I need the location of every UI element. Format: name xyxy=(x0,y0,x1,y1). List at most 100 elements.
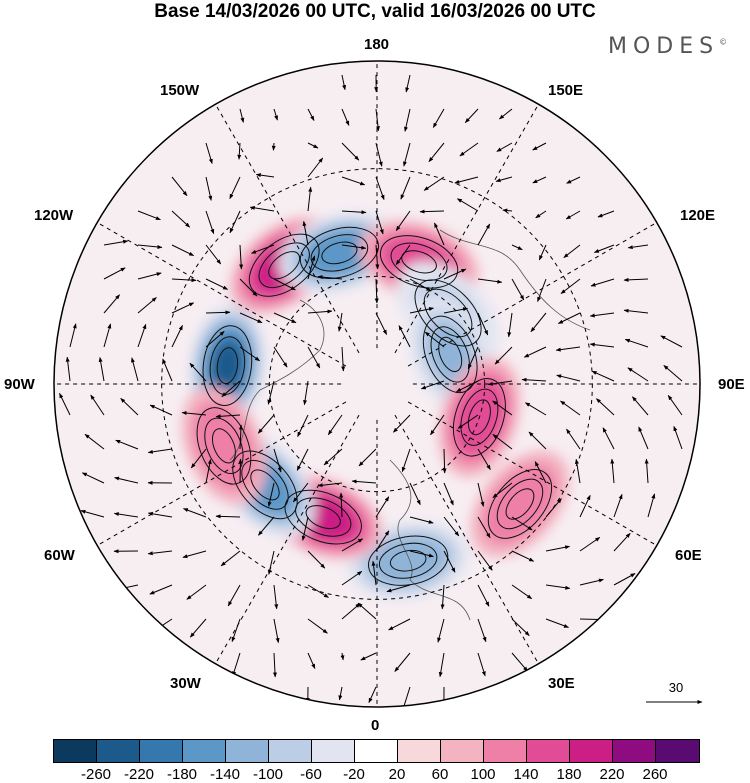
wind-arrow xyxy=(103,239,129,246)
lon-label-60e: 60E xyxy=(675,547,702,564)
wind-arrow xyxy=(238,424,243,450)
contour-line xyxy=(430,326,470,383)
wind-arrow xyxy=(502,208,513,213)
wind-arrow xyxy=(511,618,530,636)
wind-arrow xyxy=(317,275,343,280)
wind-arrow xyxy=(205,176,213,201)
colorbar-swatch xyxy=(269,740,312,762)
colorbar-tick-label: 260 xyxy=(642,766,668,783)
wind-arrow xyxy=(424,331,445,348)
wind-arrow xyxy=(375,530,390,552)
wind-arrow xyxy=(340,652,345,661)
wind-arrow xyxy=(565,210,581,220)
wind-arrow xyxy=(556,374,581,382)
wind-arrow xyxy=(341,74,347,91)
contour-line xyxy=(310,234,369,272)
wind-arrow xyxy=(239,108,245,123)
colorbar-tick-label: 60 xyxy=(431,766,449,783)
wind-arrow xyxy=(511,516,533,531)
wind-arrow xyxy=(258,516,275,536)
wind-arrow xyxy=(423,176,445,191)
wind-arrow xyxy=(147,448,173,454)
copyright-mark: © xyxy=(719,37,728,47)
wind-arrow xyxy=(303,380,309,406)
modes-logo: MODES© xyxy=(608,34,727,59)
wind-arrow xyxy=(440,584,445,610)
wind-arrow xyxy=(532,142,547,151)
wind-arrow xyxy=(438,652,445,678)
wind-arrow xyxy=(456,198,479,212)
wind-arrow xyxy=(464,108,479,123)
wind-arrow xyxy=(301,516,309,541)
colorbar-tick-label: -260 xyxy=(80,766,112,783)
lon-label-30e: 30E xyxy=(548,675,575,692)
wind-arrow xyxy=(442,448,447,474)
wind-arrow xyxy=(171,210,191,228)
contour-line xyxy=(232,450,298,520)
wind-arrow xyxy=(398,325,411,348)
colorbar-tick-label: 20 xyxy=(388,766,406,783)
wind-arrow xyxy=(186,584,207,600)
contour-line xyxy=(204,417,244,474)
wind-arrow xyxy=(307,142,319,149)
contour-line xyxy=(211,428,236,464)
colorbar xyxy=(53,739,700,763)
wind-arrow xyxy=(272,652,277,678)
contour-line xyxy=(422,315,478,394)
wind-arrow xyxy=(273,108,278,121)
wind-arrow xyxy=(477,652,486,677)
wind-arrow xyxy=(337,312,343,332)
wind-arrow xyxy=(632,396,649,416)
wind-arrow xyxy=(205,310,231,315)
wind-arrow xyxy=(273,346,288,368)
wind-arrow xyxy=(114,476,139,484)
wind-arrow xyxy=(492,434,513,450)
wind-arrow xyxy=(120,398,139,416)
wind-arrow xyxy=(251,244,275,254)
wind-arrow xyxy=(357,602,377,620)
wind-arrow xyxy=(499,108,513,120)
wind-arrow xyxy=(239,346,261,362)
wind-arrow xyxy=(171,244,195,257)
wind-arrow xyxy=(341,244,367,250)
contour-line xyxy=(505,488,535,520)
vector-reference-label: 30 xyxy=(668,680,684,695)
wind-arrow xyxy=(511,244,523,251)
colorbar-swatch xyxy=(97,740,140,762)
colorbar-swatch xyxy=(656,740,699,762)
contour-line xyxy=(284,489,362,545)
lon-label-30w: 30W xyxy=(170,675,201,692)
wind-arrow xyxy=(297,414,309,438)
wind-arrow xyxy=(597,210,615,218)
contour-line xyxy=(438,336,463,373)
wind-arrow xyxy=(492,482,513,498)
wind-arrow xyxy=(511,550,535,562)
wind-arrow xyxy=(205,459,212,484)
wind-arrow xyxy=(239,244,244,270)
lon-label-0: 0 xyxy=(371,717,380,734)
wind-arrow xyxy=(477,516,491,539)
brand-text: MODES xyxy=(608,34,720,59)
wind-arrow xyxy=(579,578,604,586)
wind-arrow xyxy=(545,618,569,628)
vector-reference-arrow xyxy=(646,700,703,704)
contour-line xyxy=(452,378,506,457)
wind-vectors xyxy=(59,74,683,707)
wind-arrow xyxy=(477,278,503,284)
wind-arrow xyxy=(613,532,631,552)
wind-arrow xyxy=(341,176,366,186)
wind-arrow xyxy=(590,278,615,287)
wind-arrow xyxy=(205,210,215,235)
wind-arrow xyxy=(302,220,309,246)
colorbar-swatch xyxy=(527,740,570,762)
wind-arrow xyxy=(432,108,445,128)
wind-arrow xyxy=(467,346,479,370)
wind-arrow xyxy=(360,652,377,661)
wind-arrow xyxy=(238,458,243,484)
wind-arrow xyxy=(610,458,615,484)
wind-arrow xyxy=(341,210,367,215)
contour-line xyxy=(299,226,379,279)
colorbar-tick-label: -180 xyxy=(166,766,198,783)
wind-arrow xyxy=(267,482,275,507)
wind-arrow xyxy=(149,584,173,595)
